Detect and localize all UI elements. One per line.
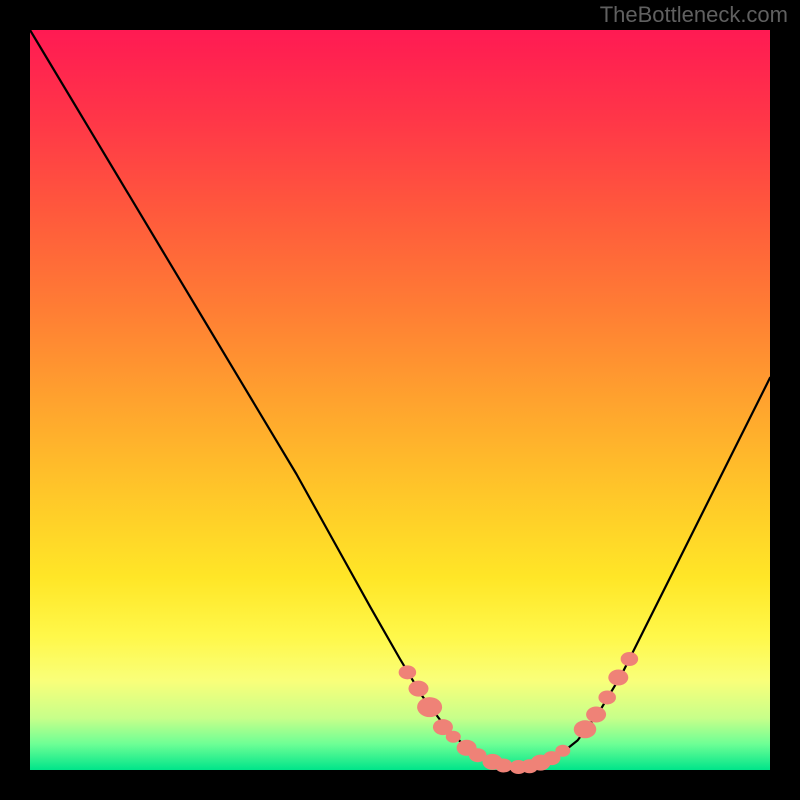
highlight-marker	[399, 665, 417, 679]
bottleneck-curve-chart	[0, 0, 800, 800]
chart-container: TheBottleneck.com	[0, 0, 800, 800]
highlight-marker	[621, 652, 639, 666]
highlight-marker	[608, 670, 628, 686]
highlight-marker	[446, 731, 461, 743]
highlight-marker	[409, 681, 429, 697]
highlight-marker	[555, 745, 570, 757]
highlight-marker	[598, 690, 616, 704]
highlight-marker	[586, 707, 606, 723]
highlight-marker	[574, 720, 597, 738]
highlight-marker	[495, 759, 512, 773]
highlight-marker	[417, 697, 442, 717]
watermark-label: TheBottleneck.com	[600, 2, 788, 28]
